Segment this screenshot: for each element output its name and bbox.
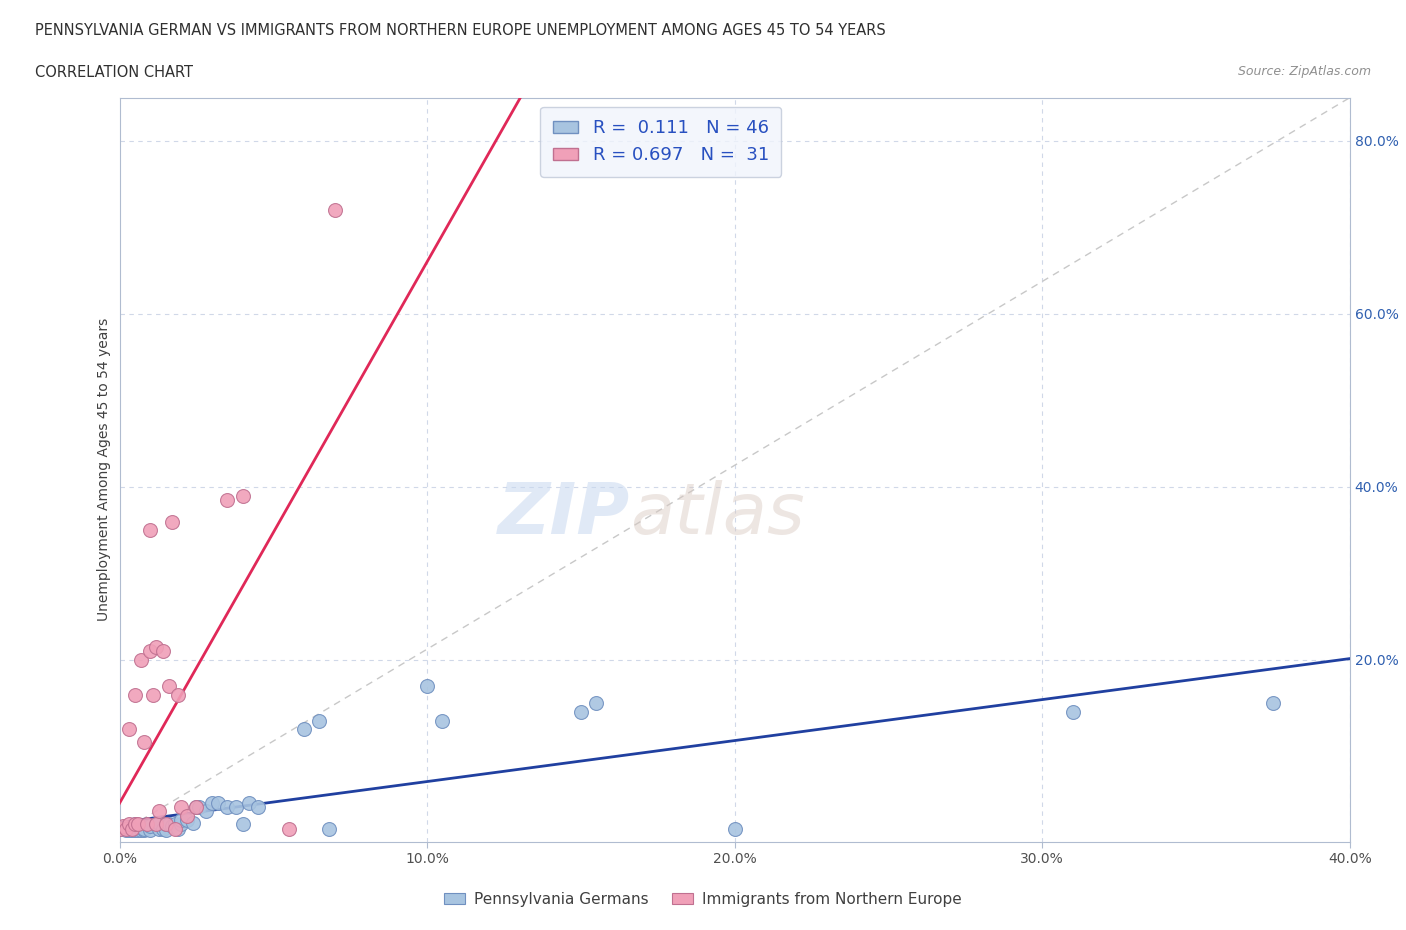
Point — [225, 800, 247, 815]
Point — [207, 795, 229, 810]
Point — [155, 817, 177, 831]
Point — [163, 821, 186, 836]
Point — [318, 821, 340, 836]
Point — [183, 816, 205, 830]
Point — [167, 821, 190, 836]
Point — [186, 800, 208, 815]
Point — [148, 804, 170, 818]
Point — [585, 696, 607, 711]
Point — [323, 203, 346, 218]
Point — [145, 817, 167, 831]
Point — [277, 821, 299, 836]
Point — [118, 817, 141, 831]
Point — [124, 687, 146, 702]
Point — [723, 821, 745, 836]
Point — [127, 817, 149, 831]
Point — [157, 817, 180, 831]
Point — [238, 795, 260, 810]
Point — [1261, 696, 1284, 711]
Point — [121, 823, 143, 838]
Legend: Pennsylvania Germans, Immigrants from Northern Europe: Pennsylvania Germans, Immigrants from No… — [437, 886, 969, 913]
Point — [139, 823, 162, 838]
Point — [176, 808, 198, 823]
Point — [416, 679, 439, 694]
Point — [132, 735, 156, 750]
Point — [121, 821, 143, 836]
Point — [139, 818, 162, 833]
Point — [139, 523, 162, 538]
Point — [124, 817, 146, 831]
Point — [167, 687, 190, 702]
Text: ZIP: ZIP — [498, 480, 630, 549]
Point — [170, 817, 193, 831]
Point — [1062, 704, 1084, 719]
Point — [217, 493, 239, 508]
Point — [186, 800, 208, 815]
Point — [114, 821, 136, 836]
Point — [201, 795, 224, 810]
Point — [129, 653, 152, 668]
Point — [124, 817, 146, 831]
Point — [114, 823, 136, 838]
Point — [157, 679, 180, 694]
Point — [132, 822, 156, 837]
Point — [170, 813, 193, 828]
Point — [163, 817, 186, 831]
Text: CORRELATION CHART: CORRELATION CHART — [35, 65, 193, 80]
Point — [111, 818, 134, 833]
Point — [231, 817, 254, 831]
Point — [108, 821, 131, 836]
Point — [160, 514, 183, 529]
Point — [432, 713, 454, 728]
Point — [148, 821, 170, 836]
Point — [152, 644, 174, 658]
Point — [148, 816, 170, 830]
Point — [160, 818, 183, 833]
Point — [569, 704, 592, 719]
Text: Source: ZipAtlas.com: Source: ZipAtlas.com — [1237, 65, 1371, 78]
Point — [188, 800, 211, 815]
Point — [292, 722, 315, 737]
Y-axis label: Unemployment Among Ages 45 to 54 years: Unemployment Among Ages 45 to 54 years — [97, 318, 111, 621]
Point — [176, 813, 198, 828]
Legend: R =  0.111   N = 46, R = 0.697   N =  31: R = 0.111 N = 46, R = 0.697 N = 31 — [540, 107, 782, 177]
Point — [152, 821, 174, 836]
Point — [118, 822, 141, 837]
Point — [132, 821, 156, 836]
Point — [139, 644, 162, 658]
Point — [170, 800, 193, 815]
Text: atlas: atlas — [630, 480, 804, 549]
Point — [108, 821, 131, 836]
Point — [145, 640, 167, 655]
Point — [246, 800, 269, 815]
Point — [142, 687, 165, 702]
Point — [124, 823, 146, 838]
Point — [217, 800, 239, 815]
Point — [155, 817, 177, 831]
Point — [308, 713, 330, 728]
Point — [231, 488, 254, 503]
Point — [136, 817, 159, 831]
Point — [194, 804, 217, 818]
Point — [118, 722, 141, 737]
Point — [145, 817, 167, 831]
Text: PENNSYLVANIA GERMAN VS IMMIGRANTS FROM NORTHERN EUROPE UNEMPLOYMENT AMONG AGES 4: PENNSYLVANIA GERMAN VS IMMIGRANTS FROM N… — [35, 23, 886, 38]
Point — [129, 823, 152, 838]
Point — [127, 822, 149, 837]
Point — [155, 823, 177, 838]
